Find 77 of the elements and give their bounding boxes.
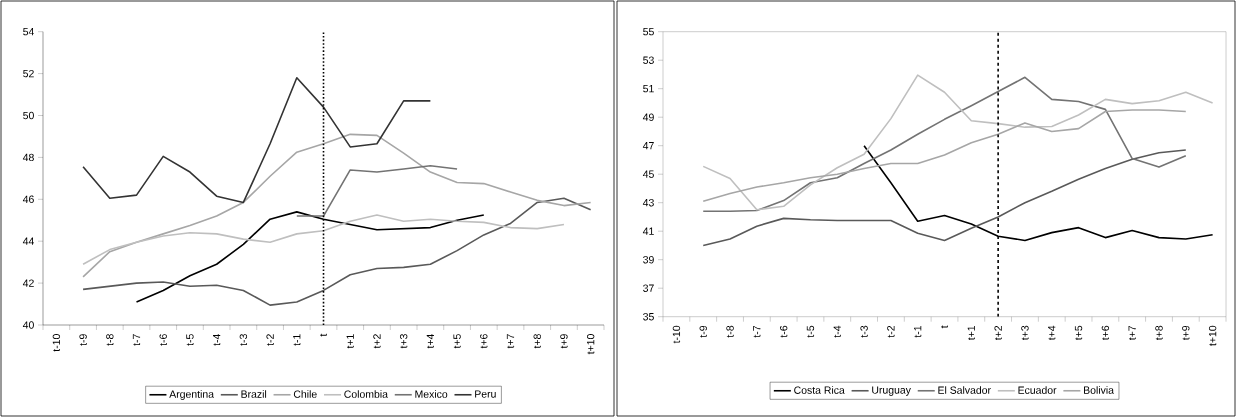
x-tick-label: t+10 bbox=[586, 334, 595, 355]
y-tick-label: 44 bbox=[22, 237, 34, 245]
x-tick-label: t-7 bbox=[132, 334, 141, 346]
line-series bbox=[295, 164, 458, 217]
x-tick-label: t-1 bbox=[293, 334, 301, 346]
x-tick-label: t+5 bbox=[453, 334, 461, 349]
x-tick-label: t+7 bbox=[506, 334, 515, 349]
y-tick-label: 42 bbox=[22, 279, 34, 287]
x-tick-label: t+4 bbox=[426, 334, 434, 349]
y-tick-label: 39 bbox=[643, 256, 654, 264]
y-tick-label: 51 bbox=[643, 85, 654, 93]
y-tick-label: 50 bbox=[23, 111, 34, 120]
y-tick-label: 35 bbox=[643, 313, 654, 321]
legend-label: Colombia bbox=[344, 390, 388, 398]
legend-label: Chile bbox=[293, 390, 317, 398]
x-tick-label: t+6 bbox=[1101, 325, 1110, 341]
x-tick-label: t-5 bbox=[806, 325, 815, 338]
x-tick-label: t-4 bbox=[213, 334, 221, 346]
y-tick-label: 47 bbox=[642, 142, 654, 150]
x-tick-label: t+6 bbox=[480, 334, 488, 349]
x-tick-label: t-1 bbox=[914, 325, 922, 338]
y-tick-label: 37 bbox=[643, 284, 654, 292]
x-tick-label: t+8 bbox=[533, 334, 541, 349]
x-tick-label: t-2 bbox=[887, 325, 895, 338]
legend-label: Brazil bbox=[241, 390, 267, 398]
x-tick-label: t+2 bbox=[373, 334, 381, 349]
x-tick-label: t+2 bbox=[994, 325, 1002, 341]
x-tick-label: t-10 bbox=[672, 325, 681, 344]
legend-label: Uruguay bbox=[872, 386, 911, 396]
legend-label: Ecuador bbox=[1018, 386, 1057, 394]
x-tick-label: t+9 bbox=[560, 334, 568, 349]
y-tick-label: 46 bbox=[22, 195, 34, 204]
line-series bbox=[82, 214, 565, 266]
x-tick-label: t-8 bbox=[726, 325, 734, 338]
y-tick-label: 55 bbox=[643, 28, 654, 36]
legend-label: Mexico bbox=[415, 390, 448, 398]
y-tick-label: 43 bbox=[642, 199, 654, 207]
x-tick-label: t-9 bbox=[699, 325, 707, 338]
x-tick-label: t+3 bbox=[399, 334, 408, 349]
x-tick-label: t-10 bbox=[52, 334, 61, 352]
x-tick-label: t-6 bbox=[159, 334, 167, 346]
x-tick-label: t-9 bbox=[79, 334, 87, 346]
y-tick-label: 54 bbox=[23, 28, 34, 36]
x-tick-label: t-4 bbox=[833, 325, 841, 338]
legend-label: Costa Rica bbox=[794, 386, 845, 394]
legend-label: Argentina bbox=[169, 390, 214, 400]
line-series bbox=[82, 133, 592, 278]
x-tick-label: t+4 bbox=[1048, 325, 1056, 341]
x-tick-label: t+10 bbox=[1208, 325, 1217, 346]
x-tick-label: t+8 bbox=[1155, 325, 1163, 341]
line-series bbox=[82, 76, 432, 204]
x-tick-label: t+9 bbox=[1182, 325, 1190, 341]
x-tick-label: t-3 bbox=[860, 325, 868, 338]
y-tick-label: 48 bbox=[22, 153, 34, 162]
y-tick-label: 52 bbox=[23, 69, 34, 78]
y-tick-label: 49 bbox=[642, 113, 654, 121]
y-tick-label: 45 bbox=[642, 170, 654, 178]
y-tick-label: 53 bbox=[643, 56, 654, 64]
x-tick-label: t bbox=[320, 333, 327, 337]
x-tick-label: t-5 bbox=[186, 334, 194, 346]
x-tick-label: t bbox=[941, 325, 948, 329]
x-tick-label: t+3 bbox=[1021, 325, 1029, 341]
legend-label: Bolivia bbox=[1084, 386, 1114, 394]
line-series bbox=[702, 109, 1187, 203]
x-tick-label: t-7 bbox=[753, 325, 761, 338]
x-tick-label: t-6 bbox=[779, 325, 788, 338]
x-tick-label: t+7 bbox=[1128, 325, 1136, 341]
x-tick-label: t-2 bbox=[266, 334, 274, 346]
x-tick-label: t+5 bbox=[1074, 325, 1083, 341]
y-tick-label: 41 bbox=[642, 227, 654, 235]
x-tick-label: t+1 bbox=[346, 334, 354, 349]
legend-label: El Salvador bbox=[938, 386, 991, 394]
x-tick-label: t-8 bbox=[106, 334, 114, 346]
legend-label: Peru bbox=[475, 390, 496, 398]
y-tick-label: 40 bbox=[22, 321, 34, 329]
x-tick-label: t+1 bbox=[967, 325, 975, 341]
x-tick-label: t-3 bbox=[239, 334, 248, 346]
